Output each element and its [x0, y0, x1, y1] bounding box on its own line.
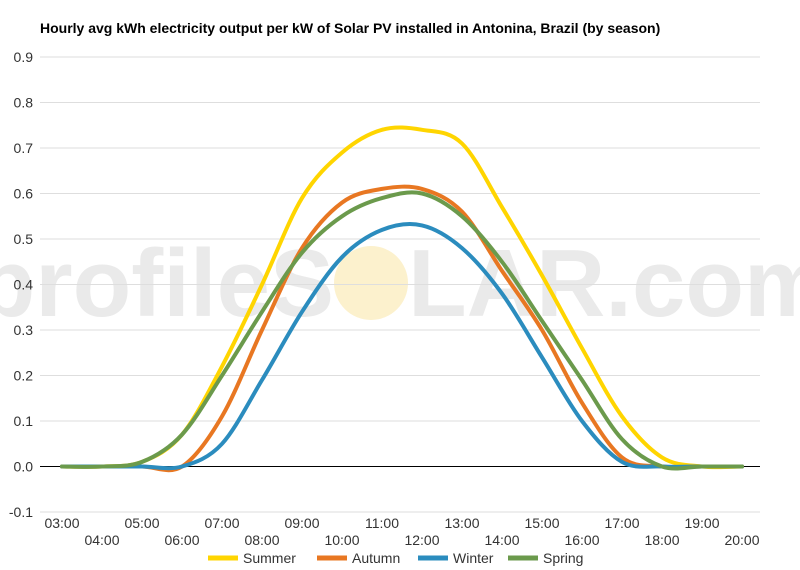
x-tick-label: 04:00 [84, 532, 119, 548]
y-tick-label: 0.8 [14, 95, 34, 111]
x-tick-label: 03:00 [44, 515, 79, 531]
x-tick-label: 05:00 [124, 515, 159, 531]
grid [40, 57, 760, 512]
chart-title: Hourly avg kWh electricity output per kW… [40, 20, 660, 36]
y-tick-label: -0.1 [9, 504, 33, 520]
y-tick-label: 0.3 [14, 322, 34, 338]
x-tick-label: 13:00 [444, 515, 479, 531]
x-axis: 03:00 04:00 05:00 06:00 07:00 08:00 09:00 10:00… [44, 515, 759, 548]
x-tick-label: 09:00 [284, 515, 319, 531]
x-tick-label: 16:00 [564, 532, 599, 548]
legend: Summer Autumn Winter Spring [208, 550, 583, 566]
legend-label-summer[interactable]: Summer [243, 550, 296, 566]
legend-label-spring[interactable]: Spring [543, 550, 583, 566]
x-tick-label: 18:00 [644, 532, 679, 548]
y-tick-label: 0.1 [14, 413, 34, 429]
x-tick-label: 15:00 [524, 515, 559, 531]
watermark-text-right: LAR.com [408, 230, 800, 337]
x-tick-label: 10:00 [324, 532, 359, 548]
x-tick-label: 11:00 [365, 515, 399, 531]
x-tick-label: 17:00 [604, 515, 639, 531]
x-tick-label: 08:00 [244, 532, 279, 548]
x-tick-label: 06:00 [164, 532, 199, 548]
x-tick-label: 19:00 [684, 515, 719, 531]
x-tick-label: 14:00 [484, 532, 519, 548]
y-tick-label: 0.9 [14, 49, 34, 65]
x-tick-label: 20:00 [724, 532, 759, 548]
y-tick-label: 0.5 [14, 231, 34, 247]
y-tick-label: 0.6 [14, 186, 34, 202]
watermark: profileS LAR.com [0, 230, 800, 337]
y-tick-label: 0.4 [14, 277, 34, 293]
y-tick-label: 0.7 [14, 140, 34, 156]
y-tick-label: 0.2 [14, 368, 34, 384]
legend-label-winter[interactable]: Winter [453, 550, 494, 566]
watermark-sun-icon [334, 246, 408, 320]
x-tick-label: 07:00 [204, 515, 239, 531]
y-tick-label: 0.0 [14, 459, 34, 475]
x-tick-label: 12:00 [404, 532, 439, 548]
legend-label-autumn[interactable]: Autumn [352, 550, 400, 566]
